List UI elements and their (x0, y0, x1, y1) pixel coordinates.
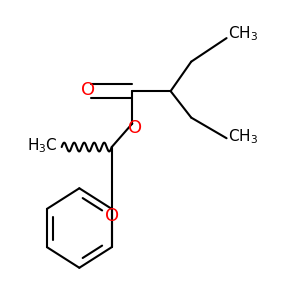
Text: O: O (105, 207, 119, 225)
Text: H$_3$C: H$_3$C (27, 136, 57, 155)
Text: O: O (128, 119, 142, 137)
Text: CH$_3$: CH$_3$ (228, 128, 258, 146)
Text: O: O (81, 81, 95, 99)
Text: CH$_3$: CH$_3$ (228, 24, 258, 43)
